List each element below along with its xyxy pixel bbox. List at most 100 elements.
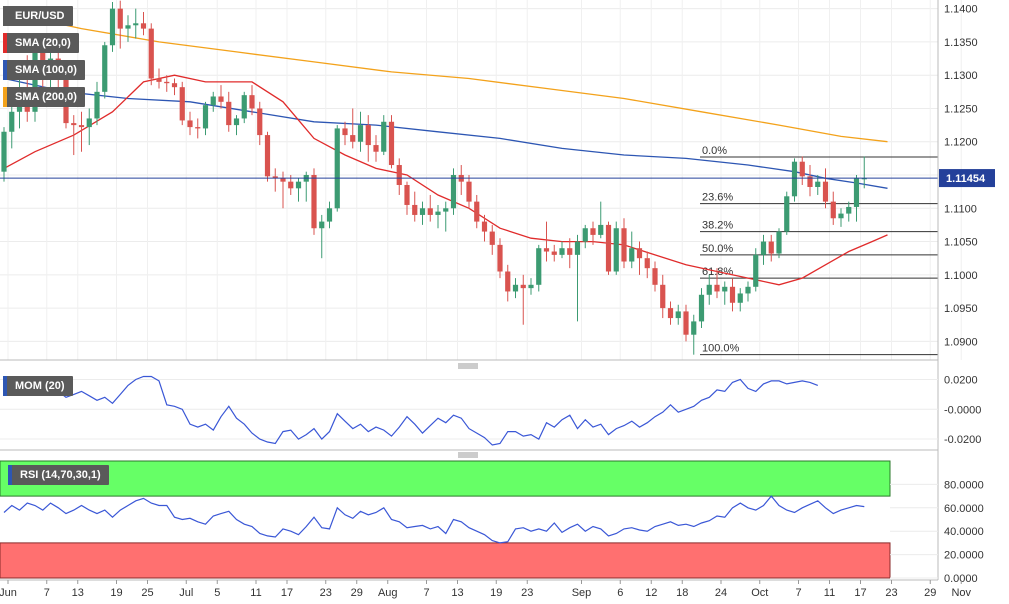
candle-body (729, 286, 736, 303)
candle-body (799, 161, 805, 177)
candle-body (512, 284, 519, 292)
legend-mom[interactable]: MOM (20) (3, 376, 73, 396)
candle (474, 194, 480, 229)
candle-body (373, 145, 379, 152)
candle-body (598, 224, 604, 235)
x-tick-label: 19 (110, 587, 122, 599)
legend-sma100[interactable]: SMA (100,0) (3, 60, 85, 80)
candle-body (667, 308, 674, 319)
legend-sma200[interactable]: SMA (200,0) (3, 87, 85, 107)
candle (698, 288, 705, 329)
candle-body (760, 241, 767, 255)
candle-body (241, 95, 247, 119)
candle (326, 201, 333, 229)
candle (551, 244, 557, 262)
candle (590, 221, 596, 245)
candle (520, 274, 526, 325)
candle (412, 191, 418, 222)
legend-sma20[interactable]: SMA (20,0) (3, 33, 79, 53)
x-tick-label: 7 (44, 587, 50, 599)
candle-body (815, 181, 821, 187)
panel-resize-handle[interactable] (458, 363, 478, 369)
candle (257, 101, 263, 146)
candle (86, 108, 92, 146)
candle (102, 41, 108, 99)
candle (722, 281, 728, 305)
candle-body (1, 131, 7, 172)
mom-y-tick-label: 0.0200 (944, 374, 978, 386)
candle (357, 111, 364, 152)
candle-body (745, 286, 751, 294)
candle-body (853, 178, 860, 207)
candle (226, 91, 232, 132)
candle (605, 221, 612, 275)
candle (567, 238, 573, 269)
legend-symbol[interactable]: EUR/USD (3, 6, 73, 26)
candle-body (505, 271, 511, 292)
candle (195, 118, 201, 139)
rsi-gridlines (890, 483, 938, 579)
candle-body (698, 294, 705, 322)
candle (427, 194, 433, 222)
candle-body (133, 23, 139, 26)
candle (202, 101, 209, 136)
candle-body (210, 96, 216, 106)
last-price-value: 1.11454 (946, 173, 986, 185)
legend-rsi-label: RSI (14,70,30,1) (20, 469, 101, 481)
candle-body (187, 120, 193, 128)
candle (419, 201, 426, 225)
legend-rsi[interactable]: RSI (14,70,30,1) (8, 465, 109, 485)
x-tick-label: 23 (521, 587, 533, 599)
candle (729, 278, 736, 312)
candle (373, 135, 379, 162)
candle-body (753, 254, 759, 287)
candle (822, 168, 829, 209)
candle (133, 8, 139, 39)
candle-body (365, 125, 371, 146)
candle (311, 168, 317, 235)
candle (249, 85, 255, 116)
fib-label: 50.0% (702, 243, 733, 255)
candle (675, 304, 681, 325)
candle (559, 241, 565, 259)
sma100-swatch (3, 60, 7, 80)
candle-body (830, 201, 836, 219)
candle (381, 115, 387, 156)
candle (164, 75, 170, 92)
candle-body (652, 268, 658, 285)
panel-resize-handle-2[interactable] (458, 452, 478, 458)
candle-body (605, 224, 612, 272)
candle-body (171, 83, 178, 88)
candle (117, 0, 123, 49)
x-tick-label: Oct (751, 587, 768, 599)
candle (443, 201, 449, 232)
candle (846, 201, 852, 222)
candle-body (714, 284, 720, 292)
candle-body (295, 181, 302, 189)
y-tick-label: 1.1000 (944, 270, 978, 282)
candle (241, 91, 247, 124)
candle (350, 108, 356, 149)
y-tick-label: 1.1050 (944, 237, 978, 249)
candle (644, 251, 650, 279)
last-price-badge (939, 169, 995, 188)
candle-body (443, 208, 449, 212)
candle-body (861, 178, 867, 180)
candle (683, 304, 689, 342)
candle (109, 2, 116, 52)
candle-body (474, 201, 480, 222)
y-tick-label: 1.1100 (944, 203, 977, 215)
candle (156, 68, 162, 89)
x-tick-label: Sep (572, 587, 592, 599)
candle-body (233, 118, 240, 126)
candle (629, 231, 635, 269)
candle-body (350, 135, 356, 142)
candle-body (218, 96, 224, 102)
rsi-y-axis: 80.0000 60.0000 40.0000 20.0000 0.0000 (944, 479, 984, 585)
candlesticks (1, 0, 867, 355)
x-tick-label: 7 (795, 587, 801, 599)
main-y-axis: 1.14001.13501.13001.12501.12001.11501.11… (944, 4, 978, 349)
x-axis: Jun 7 13 19 25 Jul 5 11 17 23 29 Aug 7 13 19 23 Sep 6 12 18… (0, 580, 972, 599)
candle-body (776, 231, 782, 254)
candle-body (621, 228, 627, 262)
